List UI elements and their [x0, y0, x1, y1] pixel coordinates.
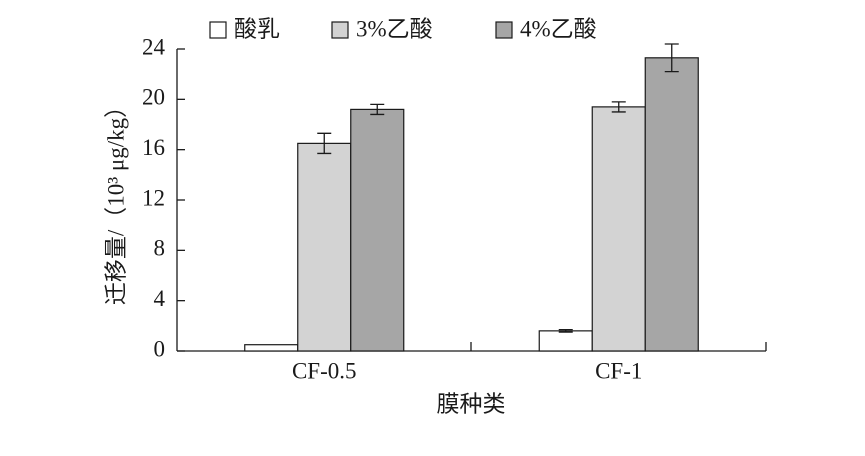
legend-label: 酸乳 [234, 16, 280, 41]
bar [350, 108, 405, 352]
legend-label: 3%乙酸 [356, 16, 433, 41]
y-tick-label: 16 [142, 135, 165, 160]
y-tick-label: 8 [154, 236, 166, 261]
legend-swatch [495, 21, 513, 39]
bar [297, 142, 352, 352]
bar [244, 344, 299, 352]
x-tick-label: CF-1 [595, 358, 642, 383]
x-axis-label: 膜种类 [437, 391, 506, 416]
error-bar [664, 43, 679, 73]
x-tick-label: CF-0.5 [292, 358, 357, 383]
y-axis-label: 迁移量/（10³ μg/kg） [103, 95, 128, 305]
legend-label: 4%乙酸 [520, 16, 597, 41]
error-bar [370, 103, 385, 116]
bar [538, 330, 593, 352]
legend-swatch [331, 21, 349, 39]
y-tick-label: 20 [142, 85, 165, 110]
bar [644, 57, 699, 352]
y-tick-label: 12 [142, 185, 165, 210]
y-tick-label: 0 [154, 336, 166, 361]
legend-swatch [209, 21, 227, 39]
y-tick-label: 24 [142, 34, 166, 59]
y-tick-label: 4 [154, 286, 166, 311]
error-bar [317, 132, 332, 155]
bar [591, 106, 646, 352]
error-bar [611, 101, 626, 113]
error-bar [558, 328, 573, 333]
